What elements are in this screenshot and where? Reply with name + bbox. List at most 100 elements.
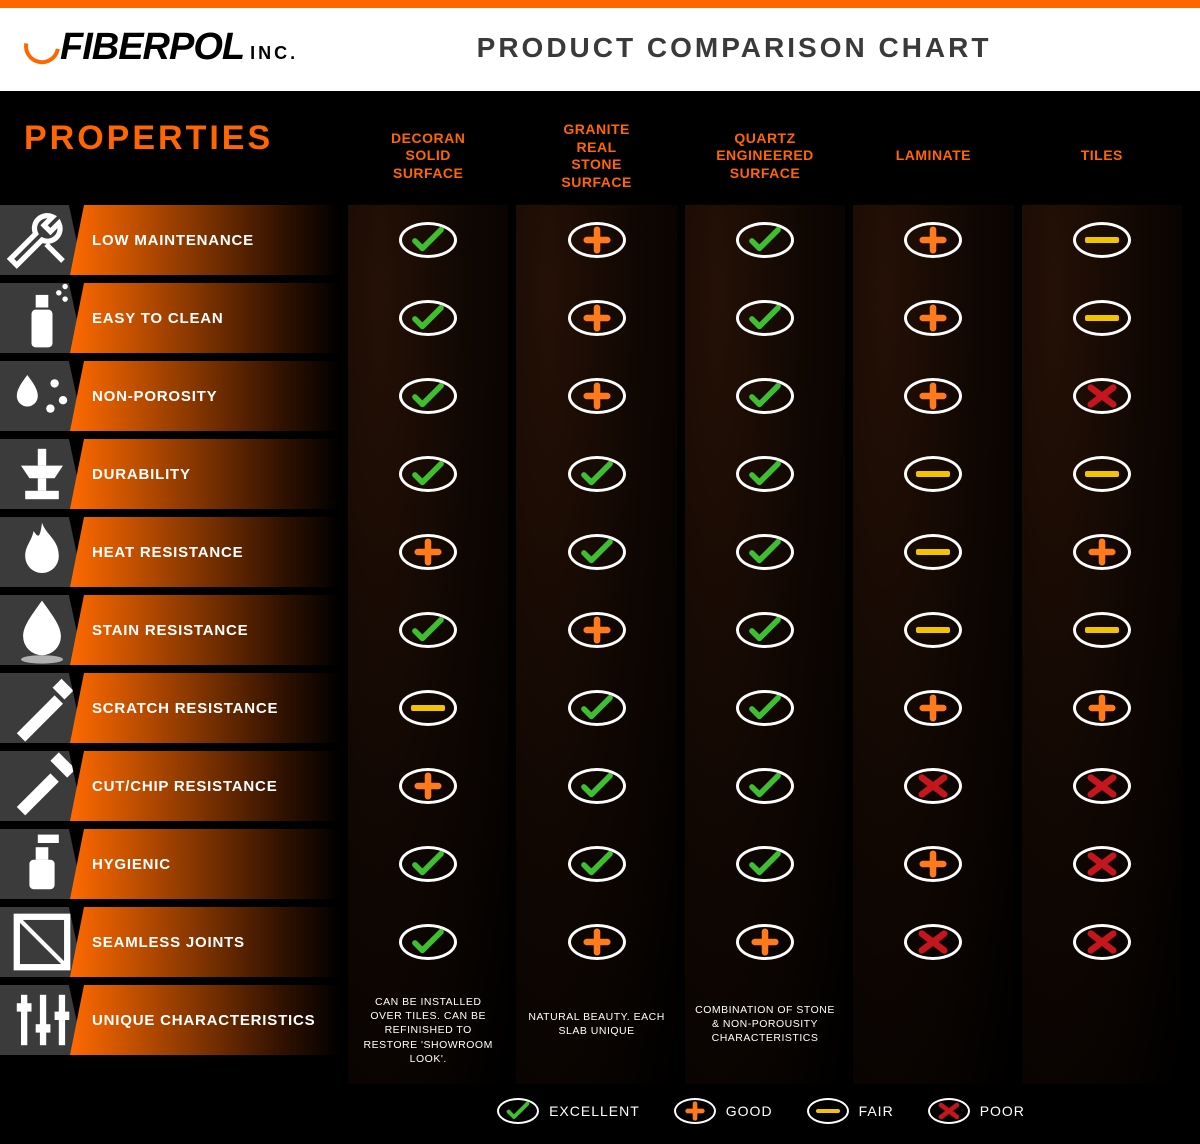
property-row-unique: UNIQUE CHARACTERISTICS xyxy=(0,985,340,1055)
rating-excellent-icon xyxy=(399,378,457,414)
column-header-decoran: DECORANSOLIDSURFACE xyxy=(348,113,508,205)
cell-stain_resistance-laminate xyxy=(853,595,1013,665)
column-header-granite: GRANITEREALSTONESURFACE xyxy=(516,113,676,205)
rating-poor-icon xyxy=(1073,768,1131,804)
rating-excellent-icon xyxy=(568,456,626,492)
rating-fair-icon xyxy=(1073,456,1131,492)
cell-non_porosity-quartz xyxy=(685,361,845,431)
cell-durability-decoran xyxy=(348,439,508,509)
property-label: UNIQUE CHARACTERISTICS xyxy=(70,985,340,1055)
rating-good-icon xyxy=(904,222,962,258)
rating-fair-icon xyxy=(1073,222,1131,258)
property-row-low_maintenance: LOW MAINTENANCE xyxy=(0,205,340,275)
product-column-laminate xyxy=(853,205,1013,1084)
page-title: PRODUCT COMPARISON CHART xyxy=(298,32,1170,64)
legend-label: GOOD xyxy=(726,1103,773,1119)
rating-excellent-icon xyxy=(736,612,794,648)
cell-scratch_resistance-quartz xyxy=(685,673,845,743)
comparison-chart: PROPERTIESDECORANSOLIDSURFACEGRANITEREAL… xyxy=(0,91,1200,1144)
cell-cut_chip-decoran xyxy=(348,751,508,821)
cell-durability-laminate xyxy=(853,439,1013,509)
cell-seamless_joints-granite xyxy=(516,907,676,977)
rating-excellent-icon xyxy=(736,222,794,258)
rating-excellent-icon xyxy=(399,300,457,336)
cell-heat_resistance-quartz xyxy=(685,517,845,587)
property-label: HEAT RESISTANCE xyxy=(70,517,340,587)
rating-good-icon xyxy=(399,768,457,804)
column-header-tiles: TILES xyxy=(1022,113,1182,205)
property-row-scratch_resistance: SCRATCH RESISTANCE xyxy=(0,673,340,743)
cell-hygienic-decoran xyxy=(348,829,508,899)
property-row-durability: DURABILITY xyxy=(0,439,340,509)
product-column-quartz: COMBINATION OF STONE & NON-POROUSITY CHA… xyxy=(685,205,845,1084)
drop-icon xyxy=(0,595,84,665)
logo: FIBERPOL INC. xyxy=(30,26,298,69)
cell-low_maintenance-granite xyxy=(516,205,676,275)
cell-easy_to_clean-quartz xyxy=(685,283,845,353)
property-row-heat_resistance: HEAT RESISTANCE xyxy=(0,517,340,587)
property-row-non_porosity: NON-POROSITY xyxy=(0,361,340,431)
rating-good-icon xyxy=(904,846,962,882)
rating-excellent-icon xyxy=(399,456,457,492)
rating-excellent-icon xyxy=(736,768,794,804)
top-accent-bar xyxy=(0,0,1200,8)
cell-seamless_joints-tiles xyxy=(1022,907,1182,977)
cell-stain_resistance-tiles xyxy=(1022,595,1182,665)
rating-good-icon xyxy=(568,222,626,258)
cell-cut_chip-tiles xyxy=(1022,751,1182,821)
rating-poor-icon xyxy=(1073,924,1131,960)
cell-non_porosity-decoran xyxy=(348,361,508,431)
cell-durability-tiles xyxy=(1022,439,1182,509)
cell-heat_resistance-granite xyxy=(516,517,676,587)
cell-hygienic-laminate xyxy=(853,829,1013,899)
rating-good-icon xyxy=(568,612,626,648)
cell-low_maintenance-tiles xyxy=(1022,205,1182,275)
cell-easy_to_clean-decoran xyxy=(348,283,508,353)
rating-excellent-icon xyxy=(736,690,794,726)
rating-excellent-icon xyxy=(568,846,626,882)
soap-icon xyxy=(0,829,84,899)
rating-good-icon xyxy=(399,534,457,570)
rating-good-icon xyxy=(904,690,962,726)
property-row-easy_to_clean: EASY TO CLEAN xyxy=(0,283,340,353)
cell-scratch_resistance-granite xyxy=(516,673,676,743)
legend-item-poor: POOR xyxy=(928,1098,1025,1124)
legend-item-good: GOOD xyxy=(674,1098,773,1124)
cell-low_maintenance-laminate xyxy=(853,205,1013,275)
cell-stain_resistance-granite xyxy=(516,595,676,665)
wrench-icon xyxy=(0,205,84,275)
logo-wordmark: FIBERPOL xyxy=(30,26,244,69)
cell-unique-decoran: CAN BE INSTALLED OVER TILES. CAN BE REFI… xyxy=(348,985,508,1084)
product-column-decoran: CAN BE INSTALLED OVER TILES. CAN BE REFI… xyxy=(348,205,508,1084)
column-header-laminate: LAMINATE xyxy=(853,113,1013,205)
property-row-seamless_joints: SEAMLESS JOINTS xyxy=(0,907,340,977)
column-header-quartz: QUARTZENGINEEREDSURFACE xyxy=(685,113,845,205)
rating-good-icon xyxy=(904,378,962,414)
cell-stain_resistance-decoran xyxy=(348,595,508,665)
property-label: SEAMLESS JOINTS xyxy=(70,907,340,977)
rating-poor-icon xyxy=(904,768,962,804)
properties-header: PROPERTIES xyxy=(0,113,340,205)
flame-icon xyxy=(0,517,84,587)
cell-low_maintenance-quartz xyxy=(685,205,845,275)
rating-good-icon xyxy=(568,378,626,414)
property-label: STAIN RESISTANCE xyxy=(70,595,340,665)
product-column-granite: NATURAL BEAUTY. EACH SLAB UNIQUE xyxy=(516,205,676,1084)
rating-excellent-icon xyxy=(568,690,626,726)
rating-excellent-icon xyxy=(399,846,457,882)
legend-label: POOR xyxy=(980,1103,1025,1119)
rating-good-icon xyxy=(904,300,962,336)
cell-scratch_resistance-decoran xyxy=(348,673,508,743)
property-label: DURABILITY xyxy=(70,439,340,509)
cell-scratch_resistance-tiles xyxy=(1022,673,1182,743)
cell-heat_resistance-tiles xyxy=(1022,517,1182,587)
rating-poor-icon xyxy=(928,1098,970,1124)
rating-fair-icon xyxy=(904,612,962,648)
cell-unique-tiles xyxy=(1022,985,1182,1071)
header: FIBERPOL INC. PRODUCT COMPARISON CHART xyxy=(0,8,1200,91)
rating-fair-icon xyxy=(1073,300,1131,336)
rating-good-icon xyxy=(568,924,626,960)
cell-easy_to_clean-tiles xyxy=(1022,283,1182,353)
panel-icon xyxy=(0,907,84,977)
cell-heat_resistance-decoran xyxy=(348,517,508,587)
